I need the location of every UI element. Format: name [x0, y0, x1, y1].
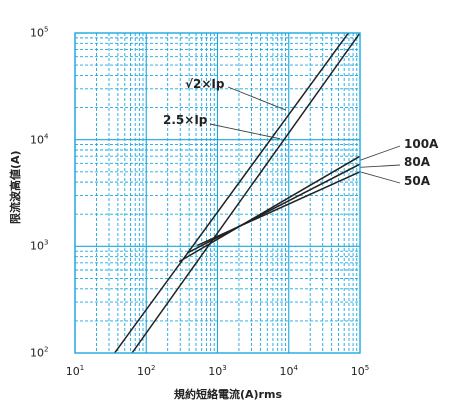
series-line-2-ip [113, 33, 350, 353]
grid [74, 33, 360, 354]
series-line-100a [178, 155, 360, 263]
series-line-50a [196, 171, 360, 247]
series-label-100a: 100A [404, 137, 439, 151]
plot-frame [74, 32, 361, 354]
series-line-80a [187, 163, 360, 254]
x-tick-label: 102 [137, 364, 156, 378]
series-line-2-5-ip [131, 33, 360, 353]
y-tick-label: 105 [30, 25, 49, 40]
y-axis-title: 限流波高値(A) [9, 150, 22, 224]
x-tick-label: 104 [279, 364, 298, 378]
leader-2-5-ip [209, 123, 280, 140]
y-tick-label: 103 [30, 238, 49, 253]
x-tick-label: 103 [208, 364, 227, 378]
leader-80a [359, 164, 401, 168]
leader-sqrt2-ip [227, 86, 286, 111]
leader-lines [209, 86, 401, 184]
leader-100a [359, 145, 401, 161]
series-label-2-5-ip: 2.5×Ip [163, 113, 208, 127]
y-tick-label: 104 [30, 132, 49, 147]
series-group [113, 33, 360, 353]
x-tick-label: 101 [65, 364, 85, 378]
x-tick-label: 105 [350, 364, 370, 378]
series-label-50a: 50A [404, 174, 430, 188]
y-tick-label: 102 [30, 345, 49, 360]
series-label-sqrt2-ip: √2×Ip [185, 77, 225, 91]
leader-50a [359, 171, 401, 184]
x-axis-title: 規約短絡電流(A)rms [173, 388, 282, 401]
series-label-80a: 80A [404, 155, 430, 169]
